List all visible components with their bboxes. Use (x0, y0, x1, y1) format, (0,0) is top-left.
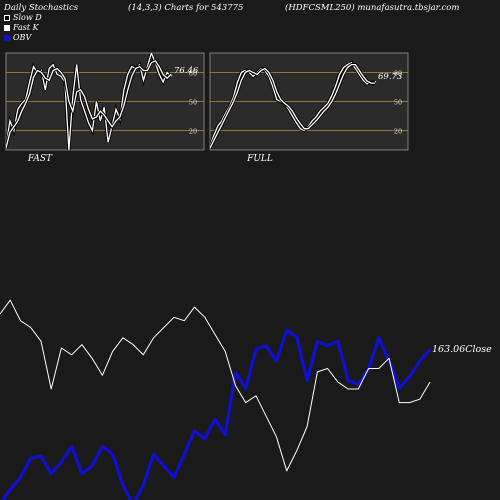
legend-label-slow-d: Slow D (13, 13, 42, 22)
last-value-label: 69.73 (378, 72, 402, 82)
chart-title: Daily Stochastics (4, 3, 79, 13)
close-value-label: 163.06Close (432, 344, 492, 355)
value-pointer (374, 80, 377, 83)
panel-title: FULL (246, 154, 273, 164)
panel-title: FAST (27, 154, 53, 164)
legend-fast-k: Fast K (4, 23, 39, 32)
series-line-fast-k (6, 53, 172, 150)
chart-params: (14,3,3) Charts for 543775 (128, 3, 244, 13)
series-line-fast-k (210, 61, 375, 147)
legend-swatch-fast-k (4, 24, 10, 31)
legend-label-fast-k: Fast K (13, 23, 39, 32)
legend-swatch-slow-d (4, 14, 10, 21)
y-tick-label: 50 (189, 99, 197, 107)
close-line (0, 299, 431, 472)
y-tick-label: 80 (394, 69, 402, 77)
obv-line (1, 328, 432, 500)
legend-obv: OBV (4, 33, 31, 42)
legend-slow-d: Slow D (4, 13, 42, 22)
series-line-slow-d (210, 63, 375, 149)
y-tick-label: 20 (394, 128, 402, 136)
series-line-slow-d (6, 59, 172, 149)
value-pointer (170, 74, 173, 77)
last-value-label: 76.46 (174, 66, 199, 76)
legend-swatch-obv (4, 34, 10, 41)
price-obv-panel: 163.06Close (0, 299, 492, 500)
y-tick-label: 80 (189, 69, 197, 77)
chart-symbol: (HDFCSML250) munafasutra.tbsjar.com (285, 3, 460, 13)
legend-label-obv: OBV (13, 33, 32, 42)
y-tick-label: 50 (394, 99, 402, 107)
y-tick-label: 20 (189, 128, 197, 136)
